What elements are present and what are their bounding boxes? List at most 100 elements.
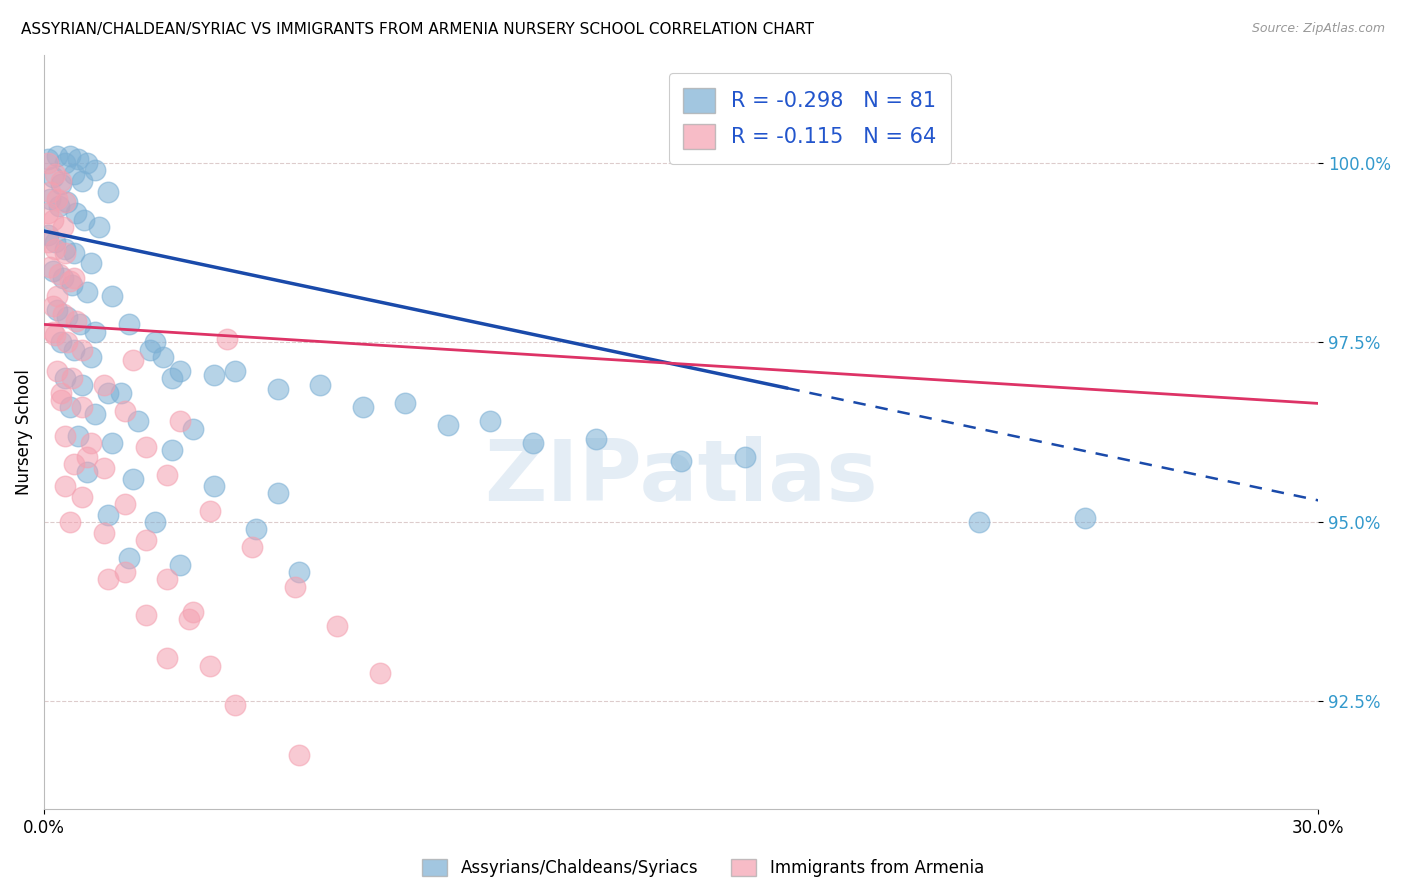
Point <box>76 285 98 299</box>
Point <box>152 350 174 364</box>
Point <box>1073 511 1095 525</box>
Point <box>101 436 124 450</box>
Point <box>267 486 290 500</box>
Point <box>56 310 79 325</box>
Point <box>224 698 246 712</box>
Point <box>63 245 86 260</box>
Point <box>326 619 349 633</box>
Point <box>522 436 544 450</box>
Point <box>65 206 87 220</box>
Point <box>72 174 94 188</box>
Point <box>202 479 225 493</box>
Point <box>56 335 79 350</box>
Point <box>73 213 96 227</box>
Point <box>37 235 59 249</box>
Point <box>53 245 76 260</box>
Point <box>118 318 141 332</box>
Point <box>49 335 72 350</box>
Point <box>63 458 86 472</box>
Point <box>288 565 311 579</box>
Point <box>53 371 76 385</box>
Point <box>97 572 120 586</box>
Point <box>97 508 120 522</box>
Point <box>53 479 76 493</box>
Point <box>368 665 391 680</box>
Point <box>288 748 311 763</box>
Point <box>479 414 502 428</box>
Point <box>37 206 59 220</box>
Point <box>284 580 307 594</box>
Point <box>41 213 63 227</box>
Point <box>53 428 76 442</box>
Point <box>48 199 70 213</box>
Text: Source: ZipAtlas.com: Source: ZipAtlas.com <box>1251 22 1385 36</box>
Point <box>49 392 72 407</box>
Point <box>135 608 157 623</box>
Point <box>198 658 221 673</box>
Text: ASSYRIAN/CHALDEAN/SYRIAC VS IMMIGRANTS FROM ARMENIA NURSERY SCHOOL CORRELATION C: ASSYRIAN/CHALDEAN/SYRIAC VS IMMIGRANTS F… <box>21 22 814 37</box>
Point <box>202 368 225 382</box>
Point <box>58 515 80 529</box>
Point <box>394 396 416 410</box>
Point <box>215 332 238 346</box>
Point <box>45 149 67 163</box>
Text: ZIPatlas: ZIPatlas <box>484 436 879 519</box>
Point <box>60 371 83 385</box>
Point <box>52 270 75 285</box>
Point <box>967 515 990 529</box>
Point <box>181 421 204 435</box>
Point <box>76 156 98 170</box>
Point <box>93 525 115 540</box>
Point <box>198 504 221 518</box>
Point <box>63 343 86 357</box>
Point <box>52 220 75 235</box>
Point <box>352 400 374 414</box>
Point <box>44 328 66 343</box>
Point <box>53 242 76 256</box>
Point <box>84 163 107 178</box>
Legend: R = -0.298   N = 81, R = -0.115   N = 64: R = -0.298 N = 81, R = -0.115 N = 64 <box>669 73 950 163</box>
Point <box>72 378 94 392</box>
Point <box>41 300 63 314</box>
Point <box>44 242 66 256</box>
Point <box>80 256 103 270</box>
Point <box>669 454 692 468</box>
Point <box>69 318 91 332</box>
Point <box>143 515 166 529</box>
Point <box>72 400 94 414</box>
Point <box>114 403 136 417</box>
Point <box>41 263 63 277</box>
Point <box>65 314 87 328</box>
Point <box>156 468 179 483</box>
Point <box>48 267 70 281</box>
Point <box>76 450 98 465</box>
Point <box>89 220 111 235</box>
Point <box>76 465 98 479</box>
Point <box>45 364 67 378</box>
Point <box>44 167 66 181</box>
Point <box>734 450 756 465</box>
Point <box>39 260 62 274</box>
Point <box>135 440 157 454</box>
Point <box>63 270 86 285</box>
Point <box>177 612 200 626</box>
Point <box>45 192 67 206</box>
Point <box>97 385 120 400</box>
Point <box>169 558 191 572</box>
Point <box>49 174 72 188</box>
Point <box>45 303 67 318</box>
Point <box>72 490 94 504</box>
Point <box>84 407 107 421</box>
Point <box>63 167 86 181</box>
Point <box>53 156 76 170</box>
Point <box>67 428 90 442</box>
Point <box>37 227 59 242</box>
Point <box>41 325 63 339</box>
Point <box>169 414 191 428</box>
Point <box>80 436 103 450</box>
Point <box>135 533 157 547</box>
Point <box>127 414 149 428</box>
Point <box>585 433 607 447</box>
Point <box>58 149 80 163</box>
Point <box>224 364 246 378</box>
